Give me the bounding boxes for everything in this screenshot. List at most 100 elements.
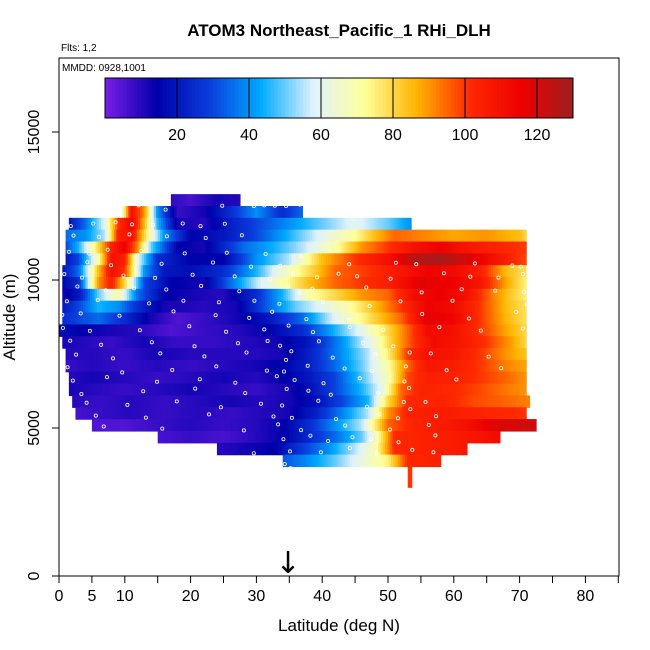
- heatmap-cell: [374, 241, 378, 254]
- heatmap-cell: [154, 217, 157, 231]
- heatmap-cell: [336, 288, 340, 302]
- data-point: [304, 317, 309, 322]
- heatmap-cell: [275, 348, 279, 361]
- heatmap-cell: [103, 371, 107, 385]
- heatmap-cell: [390, 253, 394, 266]
- heatmap-cell: [186, 288, 190, 302]
- heatmap-cell: [381, 253, 384, 266]
- heatmap-cell: [286, 241, 290, 254]
- heatmap-cell: [86, 241, 90, 254]
- heatmap-cell: [238, 253, 242, 266]
- heatmap-cell: [178, 324, 182, 337]
- heatmap-cell: [148, 241, 152, 254]
- heatmap-cell: [451, 419, 455, 432]
- heatmap-cell: [284, 253, 288, 266]
- heatmap-cell: [304, 336, 308, 349]
- heatmap-cell: [515, 277, 519, 290]
- heatmap-cell: [202, 265, 206, 278]
- heatmap-cell: [447, 359, 451, 373]
- heatmap-cell: [233, 229, 237, 243]
- heatmap-cell: [330, 359, 334, 373]
- heatmap-cell: [172, 300, 176, 314]
- heatmap-cell: [361, 300, 365, 314]
- heatmap-cell: [240, 359, 244, 373]
- heatmap-cell: [503, 348, 507, 361]
- heatmap-cell: [369, 241, 373, 254]
- heatmap-cell: [525, 288, 527, 302]
- heatmap-cell: [212, 430, 216, 444]
- heatmap-cell: [253, 277, 257, 290]
- heatmap-cell: [118, 348, 122, 361]
- heatmap-cell: [167, 324, 171, 337]
- heatmap-cell: [71, 288, 75, 302]
- heatmap-cell: [108, 312, 112, 325]
- heatmap-cell: [190, 217, 194, 231]
- heatmap-cell: [435, 265, 439, 278]
- heatmap-cell: [215, 407, 219, 420]
- heatmap-cell: [334, 288, 337, 302]
- heatmap-cell: [453, 300, 457, 314]
- colorbar-swatch: [551, 78, 556, 118]
- heatmap-cell: [280, 419, 284, 432]
- heatmap-cell: [265, 430, 269, 444]
- heatmap-cell: [149, 217, 153, 231]
- heatmap-cell: [427, 454, 431, 468]
- heatmap-cell: [169, 359, 173, 373]
- heatmap-cell: [397, 359, 401, 373]
- colorbar-swatch: [501, 78, 506, 118]
- heatmap-cell: [229, 253, 232, 266]
- heatmap-cell: [316, 348, 320, 361]
- heatmap-cell: [503, 241, 507, 254]
- heatmap-cell: [165, 312, 169, 325]
- heatmap-cell: [473, 359, 477, 373]
- heatmap-cell: [163, 383, 167, 397]
- colorbar-swatch: [486, 78, 491, 118]
- heatmap-cell: [301, 300, 305, 314]
- heatmap-cell: [135, 277, 139, 290]
- heatmap-cell: [337, 430, 341, 444]
- heatmap-cell: [407, 371, 411, 385]
- heatmap-cell: [222, 407, 226, 420]
- heatmap-cell: [232, 265, 236, 278]
- heatmap-cell: [465, 300, 469, 314]
- heatmap-cell: [505, 229, 509, 243]
- heatmap-cell: [454, 253, 458, 266]
- heatmap-cell: [215, 348, 219, 361]
- heatmap-cell: [222, 359, 226, 373]
- heatmap-cell: [497, 288, 501, 302]
- heatmap-cell: [227, 371, 231, 385]
- colorbar-swatch: [133, 78, 138, 118]
- heatmap-cell: [338, 288, 342, 302]
- heatmap-cell: [214, 336, 218, 349]
- heatmap-cell: [423, 312, 427, 325]
- heatmap-cell: [237, 336, 241, 349]
- heatmap-cell: [302, 359, 306, 373]
- heatmap-cell: [482, 253, 486, 266]
- heatmap-cell: [509, 277, 512, 290]
- heatmap-cell: [337, 324, 341, 337]
- heatmap-cell: [109, 407, 113, 420]
- heatmap-cell: [340, 371, 344, 385]
- heatmap-cell: [84, 407, 88, 420]
- heatmap-cell: [387, 395, 391, 408]
- heatmap-cell: [361, 277, 365, 290]
- heatmap-cell: [241, 300, 245, 314]
- heatmap-cell: [402, 419, 406, 432]
- heatmap-cell: [299, 277, 303, 290]
- heatmap-cell: [511, 312, 515, 325]
- heatmap-cell: [112, 312, 116, 325]
- heatmap-cell: [154, 419, 157, 432]
- heatmap-cell: [136, 241, 140, 254]
- heatmap-cell: [347, 277, 351, 290]
- heatmap-cell: [470, 395, 474, 408]
- heatmap-cell: [323, 324, 327, 337]
- heatmap-cell: [234, 324, 237, 337]
- heatmap-cell: [262, 217, 266, 231]
- heatmap-cell: [275, 241, 279, 254]
- heatmap-cell: [493, 229, 497, 243]
- data-point: [364, 404, 369, 409]
- heatmap-cell: [124, 371, 128, 385]
- heatmap-cell: [335, 407, 339, 420]
- heatmap-cell: [291, 253, 295, 266]
- heatmap-cell: [324, 312, 328, 325]
